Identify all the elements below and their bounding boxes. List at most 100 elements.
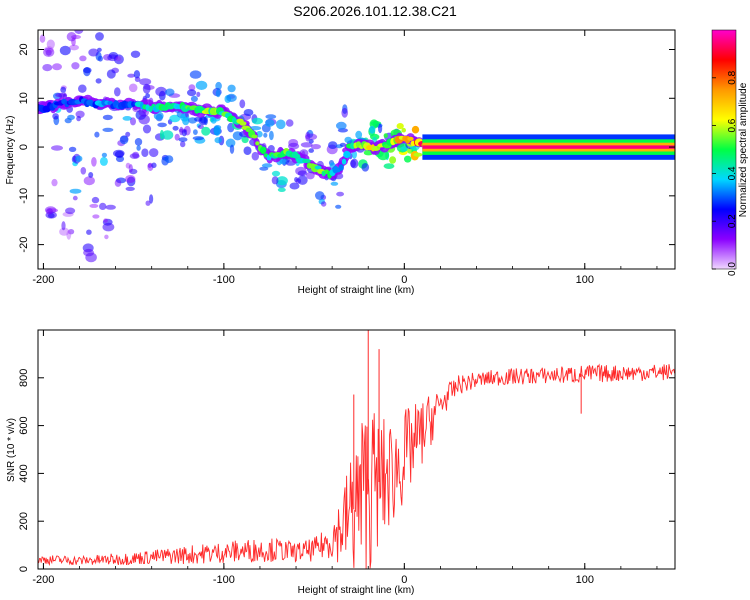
spectrogram-noise-blob — [310, 144, 321, 150]
spectrogram-noise-blob — [261, 163, 273, 168]
spectrogram-noise-blob — [115, 56, 122, 62]
spectrogram-noise-blob — [404, 155, 412, 163]
spectrogram-noise-blob — [196, 91, 201, 97]
spectrogram-noise-blob — [91, 196, 100, 204]
spectrogram-noise-blob — [101, 152, 107, 158]
spectrogram-noise-blob — [226, 93, 237, 102]
spectrogram-noise-blob — [75, 155, 83, 162]
spectrogram-noise-blob — [114, 150, 124, 159]
spectrogram-noise-blob — [297, 170, 308, 177]
spectrogram-noise-blob — [305, 133, 318, 141]
spectrogram-noise-blob — [78, 84, 87, 93]
spectrogram-noise-blob — [193, 129, 198, 136]
spectrogram-y-label: Frequency (Hz) — [5, 116, 16, 185]
spectrogram-ridge-blob — [338, 164, 344, 171]
spectrogram-noise-blob — [361, 163, 370, 172]
spectrogram-noise-blob — [378, 123, 383, 134]
spectrogram-noise-blob — [383, 163, 395, 170]
spectrogram-noise-blob — [71, 62, 80, 70]
y-tick-label: 400 — [18, 464, 30, 482]
spectrogram-noise-blob — [125, 175, 136, 183]
spectrogram-noise-blob — [269, 130, 274, 141]
spectrogram-noise-blob — [52, 113, 59, 120]
spectrogram-noise-blob — [288, 142, 300, 150]
spectrogram-noise-blob — [67, 114, 75, 120]
spectrogram-noise-blob — [241, 136, 249, 144]
spectrogram-noise-blob — [192, 136, 204, 141]
spectrogram-noise-blob — [79, 55, 87, 62]
spectrogram-noise-blob — [210, 117, 217, 124]
spectrogram-noise-blob — [271, 170, 281, 177]
spectrogram-noise-blob — [145, 200, 151, 206]
spectrogram-noise-blob — [157, 122, 167, 128]
y-tick-label: 600 — [18, 416, 30, 434]
spectrogram-noise-blob — [68, 146, 77, 152]
spectrogram-noise-blob — [128, 164, 133, 173]
spectrogram-y-axis: -20 -10 0 10 20 — [18, 43, 675, 253]
spectrogram-noise-blob — [344, 136, 353, 144]
x-tick-label: -100 — [213, 274, 235, 286]
x-tick-label: 0 — [401, 574, 407, 586]
spectrogram-noise-blob — [259, 166, 269, 171]
spectrogram-noise-blob — [174, 133, 180, 141]
spectrogram-noise-blob — [147, 163, 152, 169]
spectrogram-noise-blob — [102, 114, 113, 121]
spectrogram-noise-blob — [265, 119, 275, 127]
spectrogram-noise-blob — [336, 121, 347, 130]
spectrogram-noise-blob — [172, 125, 179, 131]
spectrogram-noise-blob — [188, 84, 196, 91]
x-tick-label: -100 — [213, 574, 235, 586]
colorbar-ticks: 0.0 0.2 0.4 0.6 0.8 — [712, 70, 738, 276]
spectrogram-noise-blob — [180, 141, 186, 148]
spectrogram-noise-blob — [44, 46, 54, 53]
spectrogram-noise-blob — [129, 153, 140, 160]
spectrogram-noise-blob — [201, 126, 211, 136]
spectrogram-noise-blob — [396, 123, 404, 130]
spectrogram-noise-blob — [336, 191, 344, 197]
spectrogram-noise-blob — [251, 151, 259, 161]
spectrogram-noise-blob — [164, 155, 174, 164]
colorbar: 0.0 0.2 0.4 0.6 0.8 Normalized spectral ampl… — [711, 29, 749, 276]
spectrogram-noise-blob — [119, 135, 129, 145]
spectrogram-noise-blob — [190, 95, 198, 102]
spectrogram-noise-blob — [369, 125, 376, 134]
spectrogram-noise-blob — [297, 175, 308, 185]
spectrogram-noise-blob — [251, 117, 263, 125]
spectrogram-noise-blob — [114, 179, 122, 187]
spectrogram-noise-blob — [214, 137, 222, 144]
spectrogram-noise-blob — [265, 114, 277, 120]
spectrogram-noise-blob — [321, 201, 327, 207]
snr-panel: -200 -100 0 100 0 200 400 600 800 Height of str… — [6, 329, 676, 596]
colorbar-tick-label: 0.6 — [727, 118, 738, 132]
spectrogram-noise-blob — [411, 125, 420, 134]
spectrogram-noise-blob — [138, 114, 150, 125]
spectrogram-noise-blob — [149, 194, 154, 204]
spectrogram-noise-blob — [104, 234, 109, 240]
spectrogram-noise-blob — [136, 145, 141, 151]
spectrogram-noise-blob — [389, 156, 397, 164]
spectrogram-noise-blob — [377, 150, 389, 161]
spectrogram-noise-blob — [43, 47, 55, 57]
spectrogram-noise-blob — [42, 64, 53, 72]
spectrogram-noise-blob — [227, 84, 236, 93]
spectrogram-noise-blob — [289, 182, 300, 190]
spectrogram-noise-blob — [315, 191, 325, 200]
spectrogram-noise-blob — [95, 78, 102, 84]
spectrogram-steady-band — [422, 145, 675, 149]
spectrogram-noise-blob — [213, 125, 221, 136]
spectrogram-noise-blob — [189, 70, 202, 79]
spectrogram-noise-blob — [328, 141, 338, 150]
spectrogram-noise-blob — [83, 176, 95, 186]
spectrogram-noise-blob — [165, 88, 175, 96]
colorbar-tick-label: 0.4 — [727, 166, 738, 180]
spectrogram-noise-blob — [39, 34, 46, 43]
spectrogram-noise-blob — [401, 127, 407, 133]
spectrogram-noise-blob — [271, 176, 279, 185]
spectrogram-noise-blob — [161, 130, 174, 140]
y-tick-label: -10 — [18, 188, 30, 204]
spectrogram-noise-blob — [72, 195, 78, 201]
spectrogram-noise-blob — [127, 73, 135, 78]
spectrogram-ridge-blob — [239, 121, 247, 126]
